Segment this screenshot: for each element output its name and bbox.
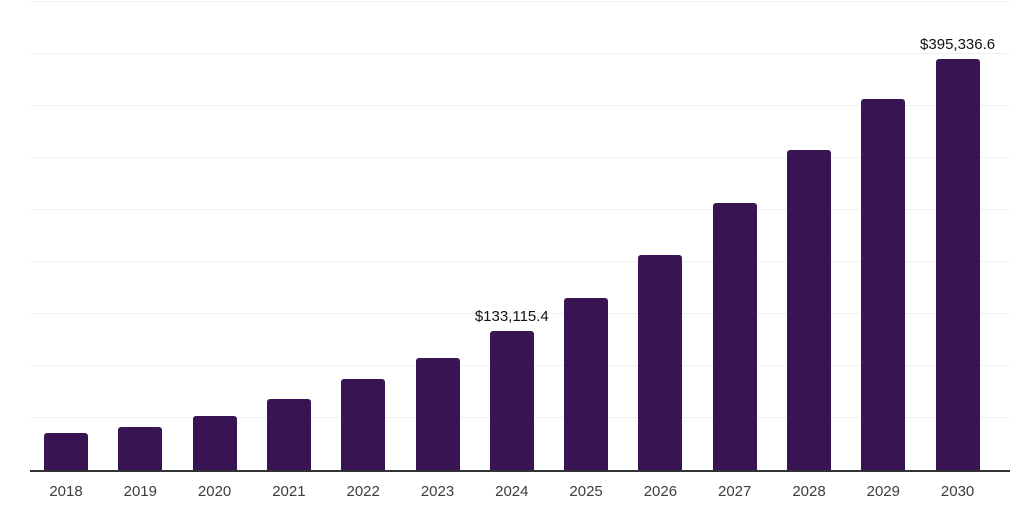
bar-2020[interactable]	[192, 415, 237, 470]
x-axis-line	[30, 469, 1010, 472]
value-label-2024: $133,115.4	[474, 308, 549, 326]
plot-area: $133,115.4 $395,336.6	[30, 1, 1010, 472]
gridline	[30, 312, 1010, 314]
gridline	[30, 104, 1010, 106]
gridline	[30, 156, 1010, 158]
x-tick-2027: 2027	[718, 483, 752, 500]
x-tick-2024: 2024	[495, 483, 529, 500]
bar-2019[interactable]	[118, 426, 163, 470]
bar-2026[interactable]	[638, 254, 683, 470]
bar-2021[interactable]	[266, 399, 311, 470]
x-tick-2019: 2019	[123, 483, 157, 500]
x-tick-2023: 2023	[420, 483, 455, 500]
bar-2028[interactable]	[787, 149, 831, 470]
value-label-2030: $395,336.6	[920, 35, 996, 53]
x-tick-2025: 2025	[569, 483, 603, 500]
bar-2024[interactable]	[489, 331, 534, 470]
gridline	[30, 260, 1010, 262]
bar-2027[interactable]	[712, 202, 757, 470]
bar-2022[interactable]	[341, 379, 386, 470]
bar-2018[interactable]	[44, 433, 88, 470]
bar-2029[interactable]	[861, 99, 906, 470]
gridline	[30, 52, 1010, 54]
x-tick-2029: 2029	[866, 483, 900, 500]
x-tick-2020: 2020	[197, 483, 232, 500]
x-tick-2030: 2030	[940, 483, 975, 500]
x-tick-2026: 2026	[643, 483, 678, 500]
gridline	[30, 1, 1010, 2]
bar-2025[interactable]	[564, 297, 609, 470]
gridline	[30, 208, 1010, 210]
x-tick-2028: 2028	[792, 483, 826, 500]
x-axis-labels: 2018 2019 2020 2021 2022 2023 2024 2025 2026 2027…	[30, 483, 1010, 505]
bar-2023[interactable]	[415, 358, 460, 470]
x-tick-2022: 2022	[346, 483, 380, 500]
x-tick-2021: 2021	[272, 483, 306, 500]
x-tick-2018: 2018	[49, 483, 83, 500]
bar-2030[interactable]	[935, 58, 980, 470]
